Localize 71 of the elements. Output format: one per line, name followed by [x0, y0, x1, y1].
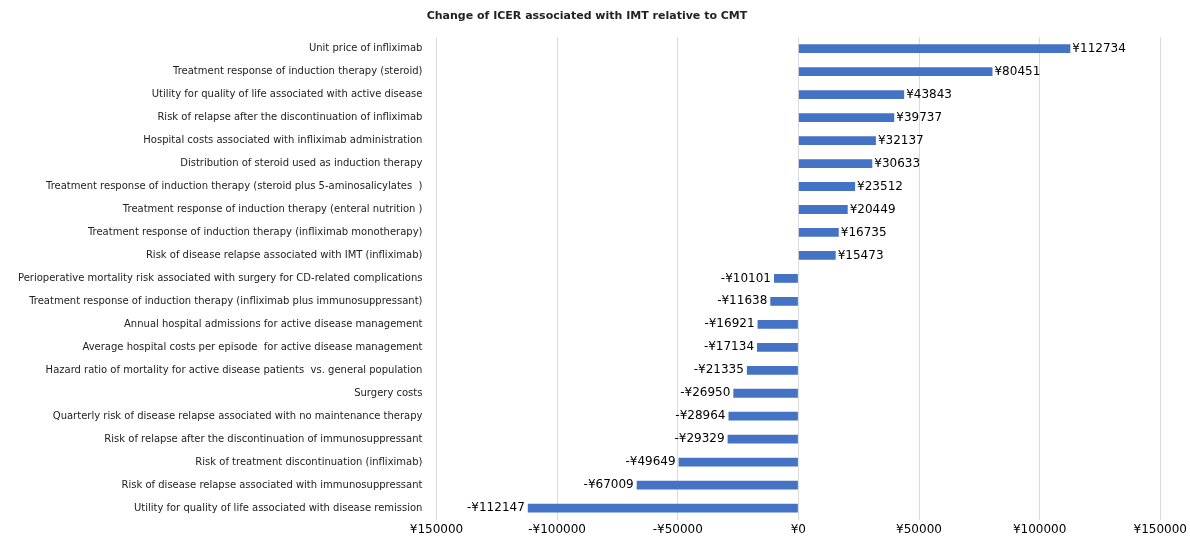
y-tick-label: Average hospital costs per episode for active disease management [82, 340, 423, 352]
x-tick-label: ¥0 [790, 521, 807, 536]
data-label: -¥29329 [674, 431, 725, 446]
data-label: ¥43843 [906, 86, 952, 101]
data-label: -¥16921 [704, 316, 755, 331]
data-label: -¥26950 [680, 385, 731, 400]
bar [798, 113, 895, 122]
data-label: ¥23512 [857, 178, 903, 193]
y-tick-label: Annual hospital admissions for active disease management [124, 317, 423, 329]
bar [636, 480, 798, 490]
chart-title: Change of ICER associated with IMT relative to CMT [426, 9, 748, 23]
bar [727, 434, 798, 444]
bar [798, 205, 848, 214]
y-tick-label: Risk of disease relapse associated with IMT (infliximab) [145, 249, 423, 261]
y-tick-label: Perioperative mortality risk associated with surgery for CD-related complications [17, 271, 423, 283]
x-tick-label: ¥50000 [896, 521, 942, 536]
x-tick-label: -¥50000 [652, 521, 703, 536]
data-label: ¥30633 [874, 155, 921, 170]
bar [774, 274, 798, 283]
bar [798, 228, 839, 237]
data-label: -¥21335 [693, 362, 744, 377]
y-tick-label: Risk of disease relapse associated with immunosuppressant [121, 478, 423, 490]
bar [746, 365, 798, 375]
bar [798, 136, 876, 145]
bar [770, 296, 798, 306]
x-tick-label: ¥100000 [1012, 521, 1067, 536]
y-tick-label: Quarterly risk of disease relapse associated with no maintenance therapy [52, 409, 423, 421]
data-label: -¥112147 [467, 500, 525, 515]
y-tick-label: Treatment response of induction therapy (steroid plus 5-aminosalicylates ) [45, 180, 423, 192]
bar [798, 159, 873, 168]
x-tick-label: -¥100000 [528, 521, 586, 536]
data-label: -¥11638 [717, 293, 768, 308]
data-label: -¥67009 [583, 477, 634, 492]
x-tick-label: ¥150000 [409, 521, 464, 536]
y-tick-label: Hazard ratio of mortality for active disease patients vs. general population [45, 363, 423, 375]
bar [757, 319, 798, 329]
bar [678, 457, 798, 467]
y-tick-label: Treatment response of induction therapy (enteral nutrition ) [121, 203, 423, 215]
y-tick-label: Treatment response of induction therapy (infliximab plus immunosuppressant) [28, 294, 423, 306]
y-tick-label: Unit price of infliximab [308, 42, 423, 54]
y-tick-label: Utility for quality of life associated with active disease [151, 88, 423, 100]
y-tick-label: Risk of relapse after the discontinuation of infliximab [157, 111, 423, 123]
data-label: ¥32137 [877, 132, 924, 147]
data-label: -¥17134 [703, 339, 755, 354]
data-label: ¥15473 [837, 247, 884, 262]
y-tick-label: Utility for quality of life associated with disease remission [133, 501, 423, 513]
data-label: ¥20449 [849, 201, 896, 216]
x-tick-label: ¥150000 [1133, 521, 1187, 536]
y-tick-label: Risk of relapse after the discontinuation of immunosuppressant [104, 432, 423, 444]
bar [757, 342, 798, 352]
data-label: ¥112734 [1072, 40, 1126, 55]
bar [798, 44, 1071, 54]
y-tick-label: Hospital costs associated with infliximab administration [143, 134, 423, 146]
bar [728, 411, 798, 421]
bar [798, 67, 993, 77]
data-label: -¥10101 [720, 270, 771, 285]
y-tick-label: Distribution of steroid used as induction therapy [180, 157, 423, 169]
bar [733, 388, 798, 398]
bar [798, 90, 905, 100]
data-label: ¥80451 [994, 63, 1041, 78]
bar [798, 182, 856, 191]
data-label: ¥39737 [896, 109, 943, 124]
data-label: ¥16735 [840, 224, 887, 239]
y-tick-label: Treatment response of induction therapy (infliximab monotherapy) [86, 226, 423, 238]
data-label: -¥28964 [675, 408, 726, 423]
y-tick-label: Treatment response of induction therapy (steroid) [172, 65, 423, 77]
bar [527, 503, 798, 513]
data-label: -¥49649 [625, 454, 676, 469]
y-tick-label: Risk of treatment discontinuation (infliximab) [195, 455, 423, 467]
y-tick-label: Surgery costs [354, 386, 423, 398]
bar [798, 251, 836, 260]
